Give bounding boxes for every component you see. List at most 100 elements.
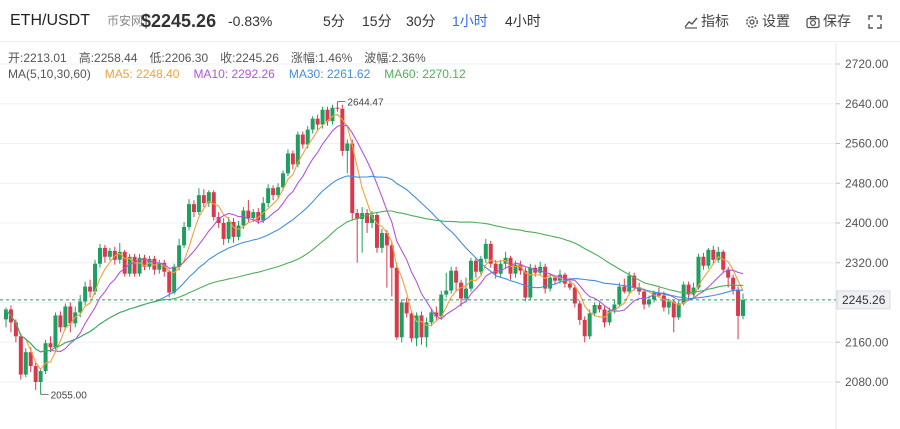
price-tick-label: 2320.00 [845, 256, 889, 270]
candle-body [513, 264, 518, 274]
max-marker-label: 2644.47 [347, 98, 384, 109]
candle-body [439, 294, 444, 317]
candle-body [726, 269, 731, 278]
candle-body [736, 289, 741, 316]
indicators-button[interactable]: 指标 [684, 0, 729, 42]
close-value: 收:2245.26 [220, 51, 279, 65]
low-value: 低:2206.30 [149, 51, 209, 65]
candle-body [562, 274, 567, 284]
candle-body [23, 352, 28, 375]
candle-body [251, 212, 256, 219]
candle-body [473, 260, 478, 272]
save-button[interactable]: 保存 [806, 0, 851, 42]
candle-body [483, 243, 488, 259]
candle-body [4, 309, 8, 320]
candle-body [716, 251, 721, 260]
tab-timeframe-4h[interactable]: 4小时 [505, 13, 541, 29]
candlestick-chart[interactable]: 2080.002160.002240.002320.002400.002480.… [0, 43, 900, 429]
settings-button[interactable]: 设置 [745, 0, 790, 42]
candle-body [468, 260, 473, 289]
candle-body [83, 286, 88, 302]
candle-body [206, 192, 211, 204]
candle-body [152, 258, 157, 270]
candle-body [310, 118, 315, 130]
candle-body [637, 287, 642, 292]
tab-timeframe-15m[interactable]: 15分 [362, 13, 392, 29]
tab-timeframe-5m[interactable]: 5分 [323, 13, 345, 29]
candle-body [701, 256, 706, 266]
tab-timeframe-1h[interactable]: 1小时 [452, 13, 488, 29]
candle-body [587, 313, 592, 337]
indicators-label: 指标 [701, 13, 729, 29]
candle-body [196, 195, 201, 213]
candle-body [191, 204, 196, 213]
candle-body [13, 322, 18, 337]
candle-body [187, 204, 192, 227]
candle-body [444, 290, 449, 295]
candle-body [592, 304, 597, 314]
candle-body [285, 153, 290, 174]
candle-body [241, 210, 246, 226]
gear-icon [746, 16, 758, 28]
candle-body [68, 306, 73, 324]
candle-body [102, 247, 107, 257]
candle-body [216, 217, 221, 223]
candle-body [360, 213, 365, 220]
candle-body [627, 275, 632, 292]
candle-body [201, 195, 206, 204]
candle-body [711, 249, 716, 260]
candle-body [43, 343, 48, 372]
candle-body [543, 266, 548, 289]
candle-body [107, 250, 112, 257]
candle-body [365, 213, 370, 223]
candle-body [706, 249, 711, 266]
camera-icon [806, 15, 820, 29]
candle-body [58, 315, 63, 328]
fullscreen-button[interactable] [868, 0, 885, 42]
candle-body [429, 312, 434, 323]
candle-body [221, 223, 226, 239]
candle-body [607, 310, 612, 323]
candle-body [459, 282, 464, 299]
candle-body [137, 257, 142, 274]
volatility-value: 波幅:2.36% [364, 51, 426, 65]
candle-body [48, 343, 53, 348]
candle-body [18, 336, 23, 375]
candle-body [320, 109, 325, 125]
candle-body [280, 173, 285, 188]
save-label: 保存 [823, 13, 851, 29]
current-price-tag-label: 2245.26 [842, 293, 886, 307]
candle-body [167, 271, 172, 293]
price-tick-label: 2560.00 [845, 137, 889, 151]
candle-body [434, 312, 439, 317]
candle-body [335, 107, 340, 109]
source-label: 币安网 [107, 14, 144, 28]
price-tick-label: 2480.00 [845, 176, 889, 190]
expand-icon [868, 15, 882, 29]
tab-timeframe-30m[interactable]: 30分 [406, 13, 436, 29]
high-value: 高:2258.44 [78, 51, 138, 65]
candle-body [162, 262, 167, 272]
candle-body [340, 108, 345, 151]
candle-body [97, 247, 102, 264]
candle-body [261, 203, 266, 221]
candle-body [656, 292, 661, 296]
candle-body [538, 266, 543, 273]
top-toolbar: ETH/USDT 币安网 $2245.26 -0.83% 5分 15分 30分 … [0, 0, 900, 42]
line-chart-icon [684, 17, 698, 29]
candle-body [256, 212, 261, 221]
candle-body [355, 213, 360, 220]
candle-body [345, 143, 350, 151]
price-tick-label: 2160.00 [845, 335, 889, 349]
candle-body [414, 315, 419, 339]
candle-body [379, 232, 384, 248]
candle-body [622, 286, 627, 292]
candle-body [231, 222, 236, 237]
candle-body [28, 352, 33, 367]
candle-body [661, 295, 666, 308]
candle-body [350, 143, 355, 214]
candle-body [271, 188, 276, 196]
candle-body [132, 256, 137, 274]
candle-body [172, 266, 177, 293]
candle-body [122, 251, 127, 274]
